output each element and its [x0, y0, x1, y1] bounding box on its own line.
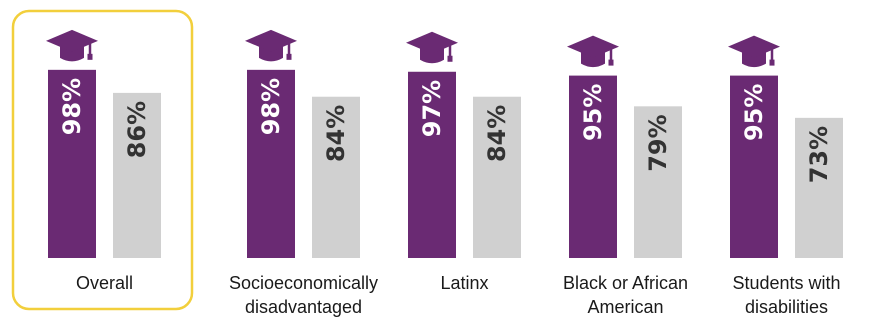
secondary-value-label: 79% [644, 114, 672, 171]
primary-bar [48, 69, 96, 258]
category-label: Overall [76, 273, 133, 293]
secondary-bar [795, 117, 843, 258]
graduation-cap-icon [46, 29, 98, 62]
secondary-bar [312, 96, 360, 258]
secondary-value-label: 84% [483, 105, 511, 162]
secondary-value-label: 84% [322, 105, 350, 162]
secondary-bar [473, 96, 521, 258]
category-label: Socioeconomically disadvantaged [229, 273, 378, 317]
primary-value-label: 95% [740, 84, 768, 141]
primary-value-label: 98% [257, 78, 285, 135]
primary-bar [408, 71, 456, 258]
graduation-cap-icon [728, 35, 780, 68]
graduation-cap-icon [406, 31, 458, 64]
secondary-bar [113, 92, 161, 258]
secondary-value-label: 86% [123, 101, 151, 158]
category-label: Students with disabilities [732, 273, 840, 317]
primary-value-label: 98% [58, 78, 86, 135]
category-label: Black or African American [563, 273, 688, 317]
primary-bar [247, 69, 295, 258]
primary-value-label: 95% [579, 84, 607, 141]
graduation-cap-icon [567, 35, 619, 68]
graduation-cap-icon [245, 29, 297, 62]
category-label: Latinx [440, 273, 488, 293]
primary-bar [730, 75, 778, 258]
primary-bar [569, 75, 617, 258]
highlight-box [11, 9, 194, 311]
secondary-bar [634, 106, 682, 258]
primary-value-label: 97% [418, 80, 446, 137]
secondary-value-label: 73% [805, 126, 833, 183]
